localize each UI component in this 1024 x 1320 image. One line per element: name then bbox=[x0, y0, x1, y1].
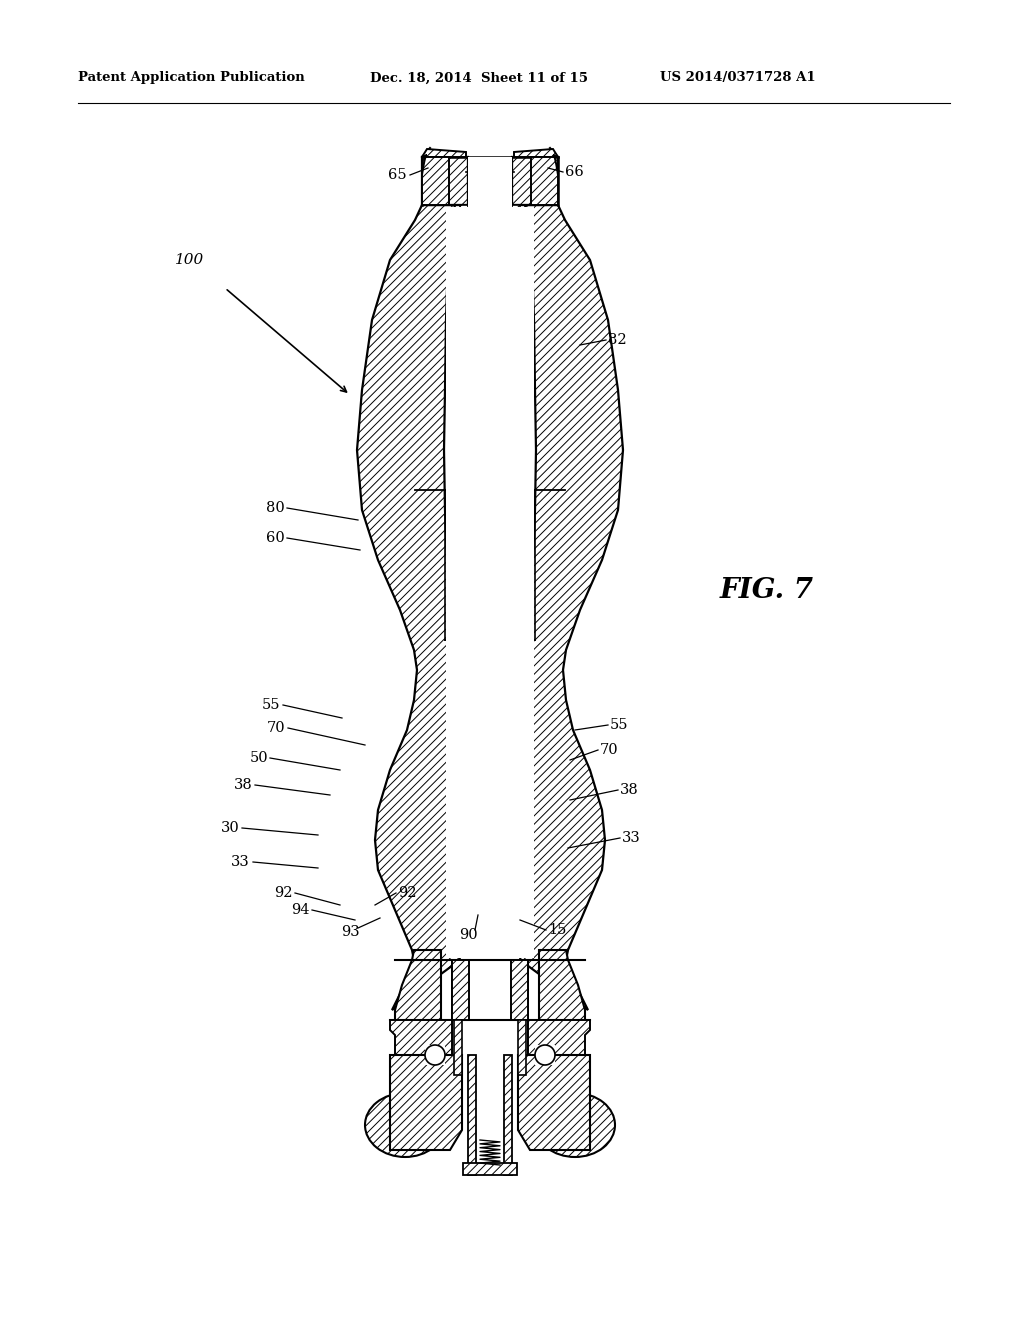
Text: 82: 82 bbox=[608, 333, 627, 347]
Polygon shape bbox=[390, 1020, 452, 1055]
Text: FIG. 7: FIG. 7 bbox=[720, 577, 814, 603]
Text: 33: 33 bbox=[231, 855, 250, 869]
Ellipse shape bbox=[535, 1093, 615, 1158]
Polygon shape bbox=[528, 1020, 590, 1055]
Text: 100: 100 bbox=[175, 253, 205, 267]
Polygon shape bbox=[535, 1045, 555, 1065]
Text: 66: 66 bbox=[565, 165, 584, 180]
Ellipse shape bbox=[365, 1093, 445, 1158]
Polygon shape bbox=[504, 1055, 512, 1175]
Polygon shape bbox=[454, 1020, 462, 1074]
Polygon shape bbox=[468, 1055, 476, 1175]
Polygon shape bbox=[469, 205, 511, 490]
Polygon shape bbox=[422, 157, 468, 205]
Text: 38: 38 bbox=[234, 777, 253, 792]
Text: 92: 92 bbox=[398, 886, 417, 900]
Polygon shape bbox=[539, 950, 585, 1026]
Polygon shape bbox=[512, 490, 517, 640]
Text: 55: 55 bbox=[610, 718, 629, 733]
Polygon shape bbox=[357, 205, 460, 1010]
Text: US 2014/0371728 A1: US 2014/0371728 A1 bbox=[660, 71, 816, 84]
Text: 80: 80 bbox=[266, 502, 285, 515]
Polygon shape bbox=[452, 960, 469, 1020]
Circle shape bbox=[535, 1045, 555, 1065]
Text: 70: 70 bbox=[600, 743, 618, 756]
Polygon shape bbox=[422, 154, 449, 205]
Polygon shape bbox=[531, 154, 558, 205]
Text: 30: 30 bbox=[221, 821, 240, 836]
Text: 55: 55 bbox=[261, 698, 280, 711]
Polygon shape bbox=[518, 1020, 526, 1074]
Polygon shape bbox=[422, 149, 466, 157]
Polygon shape bbox=[460, 205, 468, 490]
Polygon shape bbox=[514, 149, 558, 157]
Text: 94: 94 bbox=[292, 903, 310, 917]
Text: 15: 15 bbox=[548, 923, 566, 937]
Text: 65: 65 bbox=[388, 168, 407, 182]
Circle shape bbox=[425, 1045, 445, 1065]
Text: 38: 38 bbox=[620, 783, 639, 797]
Polygon shape bbox=[390, 1055, 462, 1150]
Text: 90: 90 bbox=[459, 928, 477, 942]
Polygon shape bbox=[425, 1045, 445, 1065]
Text: 70: 70 bbox=[266, 721, 285, 735]
Polygon shape bbox=[463, 490, 468, 640]
Text: 50: 50 bbox=[250, 751, 268, 766]
Polygon shape bbox=[512, 157, 558, 205]
Polygon shape bbox=[520, 205, 623, 1010]
Polygon shape bbox=[518, 1055, 590, 1150]
Text: Dec. 18, 2014  Sheet 11 of 15: Dec. 18, 2014 Sheet 11 of 15 bbox=[370, 71, 588, 84]
Polygon shape bbox=[468, 157, 512, 207]
Polygon shape bbox=[446, 207, 534, 958]
Text: 60: 60 bbox=[266, 531, 285, 545]
Text: 33: 33 bbox=[622, 832, 641, 845]
Polygon shape bbox=[512, 205, 520, 490]
Polygon shape bbox=[511, 960, 528, 1020]
Text: Patent Application Publication: Patent Application Publication bbox=[78, 71, 305, 84]
Polygon shape bbox=[463, 1163, 517, 1175]
Text: 93: 93 bbox=[341, 925, 359, 939]
Text: 92: 92 bbox=[274, 886, 293, 900]
Polygon shape bbox=[395, 950, 441, 1026]
